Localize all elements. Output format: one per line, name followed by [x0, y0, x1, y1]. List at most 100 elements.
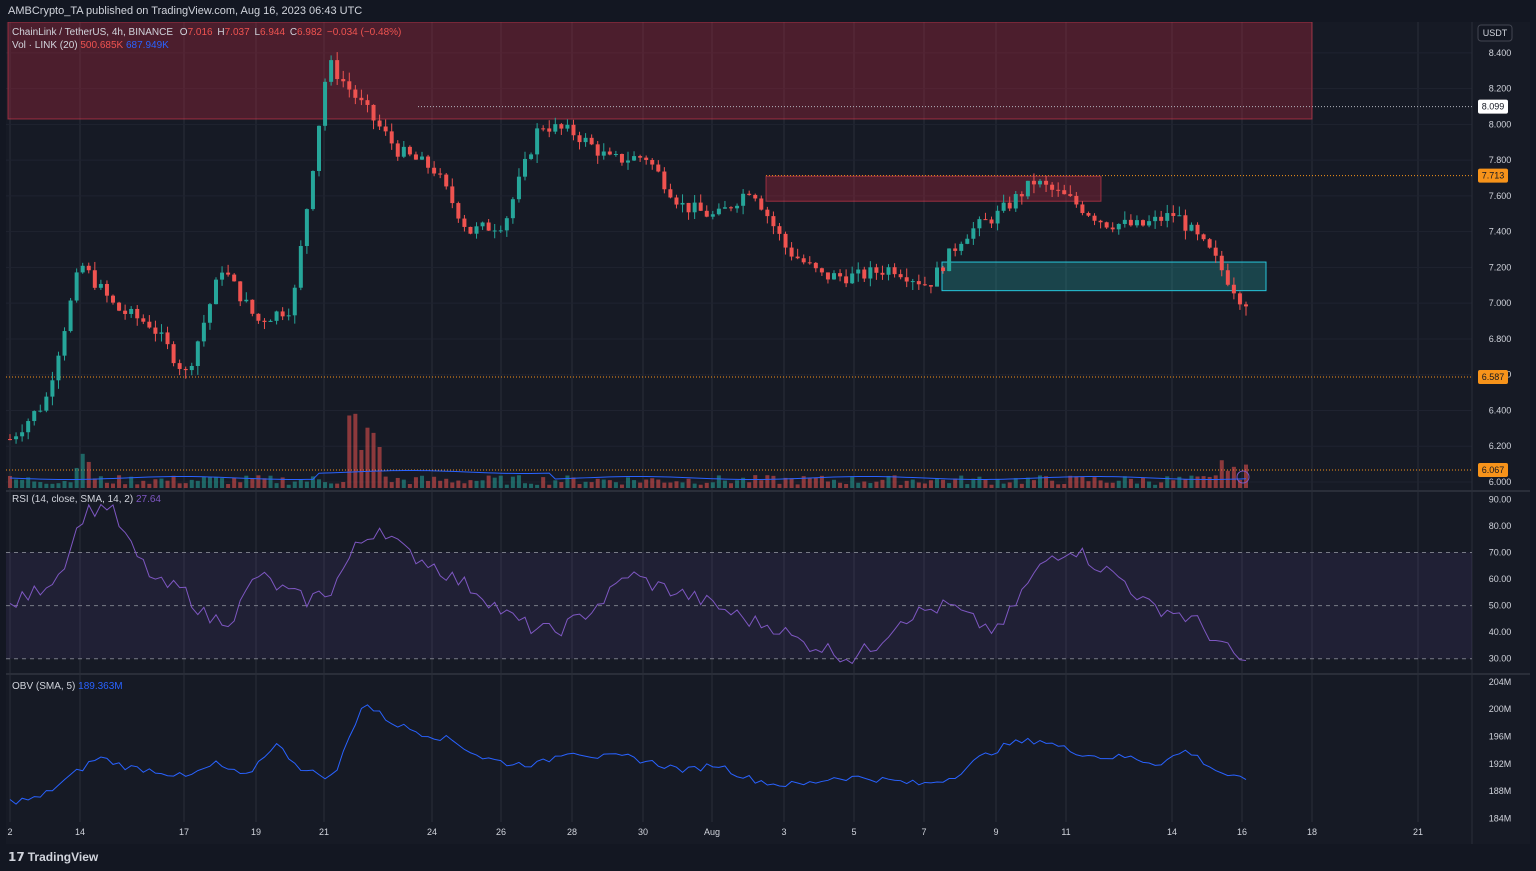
rsi-axis-tick: 90.00: [1489, 494, 1512, 504]
ohlc-open: 7.016: [187, 27, 213, 38]
volume-bar: [1189, 475, 1194, 488]
candle-body: [1086, 213, 1091, 216]
candle-body: [8, 439, 12, 441]
candle-body: [565, 124, 570, 129]
price-label-bg: [1478, 168, 1508, 183]
x-tick-label: 17: [179, 827, 189, 837]
volume-bar: [238, 482, 243, 488]
currency-tag: USDT: [1483, 28, 1508, 38]
volume-bar: [529, 483, 534, 488]
candle-body: [868, 267, 873, 279]
candle-body: [401, 146, 406, 157]
candle-body: [1031, 180, 1036, 185]
candle-body: [177, 363, 182, 369]
candle-body: [638, 156, 643, 158]
candle-body: [1019, 194, 1024, 197]
candle-body: [353, 89, 358, 98]
candle-body: [141, 318, 146, 322]
candle-body: [1128, 219, 1133, 226]
candle-body: [250, 299, 255, 314]
candle-body: [1195, 224, 1200, 235]
candle-body: [371, 104, 376, 121]
volume-bar: [777, 483, 782, 488]
candle-body: [44, 396, 49, 411]
volume-bar: [474, 480, 479, 488]
volume-bar: [789, 478, 794, 488]
volume-bar: [874, 481, 879, 488]
volume-bar: [292, 481, 297, 488]
supply-zone: [765, 175, 1102, 202]
candle-body: [1147, 221, 1152, 226]
candle-body: [444, 174, 449, 187]
price-label: 6.067: [1482, 465, 1505, 475]
candle-body: [438, 173, 443, 175]
chart-svg[interactable]: 2 14 17 19 21 24 26 28 30 Aug 3 5 7 9 11 14 16 18 21 8.400 8…: [6, 22, 1530, 844]
candle-body: [613, 154, 618, 156]
volume-bar: [856, 482, 861, 488]
volume-bar: [844, 483, 849, 488]
x-tick-label: 7: [921, 827, 926, 837]
volume-bar: [553, 480, 558, 488]
lightning-icon: [1236, 470, 1250, 484]
volume-bar: [244, 475, 249, 488]
price-legend: ChainLink / TetherUS, 4h, BINANCE O7.016…: [12, 27, 401, 39]
volume-bar: [383, 476, 388, 488]
volume-bar: [535, 484, 540, 488]
obv-legend: OBV (SMA, 5) 189.363M: [12, 681, 123, 693]
volume-bar: [1195, 476, 1200, 488]
candle-body: [359, 97, 364, 101]
volume-bar: [207, 477, 212, 488]
volume-label: Vol · LINK (20): [12, 40, 78, 51]
candle-body: [432, 167, 437, 174]
volume-bar: [589, 482, 594, 488]
x-tick-label: 5: [851, 827, 856, 837]
volume-bar: [195, 480, 200, 488]
candle-body: [662, 171, 667, 190]
candle-body: [268, 320, 273, 322]
candle-body: [383, 126, 388, 132]
volume-bar: [710, 482, 715, 488]
volume-bar: [686, 478, 691, 488]
candle-body: [1213, 247, 1218, 256]
candle-body: [1207, 239, 1212, 248]
candle-body: [1013, 194, 1018, 209]
x-tick-label: 19: [251, 827, 261, 837]
candle-body: [159, 332, 164, 334]
candle-body: [1141, 220, 1145, 226]
candle-body: [426, 156, 431, 168]
volume-bar: [232, 477, 237, 488]
candle-body: [529, 154, 534, 159]
volume-bar: [1213, 475, 1218, 488]
candle-body: [698, 202, 703, 211]
candle-body: [171, 344, 176, 364]
candle-body: [26, 421, 31, 433]
volume-bar: [516, 475, 521, 488]
tradingview-logo-icon: 𝟭𝟳: [8, 850, 25, 864]
candle-body: [1104, 222, 1109, 228]
volume-bar: [492, 477, 497, 488]
rsi-line: [9, 503, 1247, 665]
candle-body: [486, 222, 491, 231]
rsi-band: [6, 552, 1472, 659]
candle-body: [722, 207, 727, 209]
volume-bar: [1007, 482, 1012, 488]
candle-body: [389, 131, 394, 144]
candle-body: [56, 355, 61, 381]
volume-bar: [310, 476, 315, 488]
volume-bar: [904, 480, 909, 488]
volume-bar: [420, 475, 424, 488]
rsi-value: 27.64: [135, 494, 161, 505]
candle-body: [1134, 220, 1139, 226]
volume-bar: [159, 478, 164, 488]
volume-bar: [947, 483, 952, 488]
volume-bar: [619, 484, 624, 488]
volume-bar: [104, 482, 109, 488]
candle-body: [989, 219, 994, 224]
obv-label: OBV (SMA, 5): [12, 681, 76, 692]
chart-frame[interactable]: 2 14 17 19 21 24 26 28 30 Aug 3 5 7 9 11 14 16 18 21 8.400 8…: [6, 22, 1530, 844]
volume-bar: [935, 478, 939, 488]
volume-bar: [1019, 483, 1024, 488]
volume-bar: [1056, 484, 1061, 488]
candle-body: [1056, 189, 1061, 191]
candle-body: [80, 265, 85, 273]
